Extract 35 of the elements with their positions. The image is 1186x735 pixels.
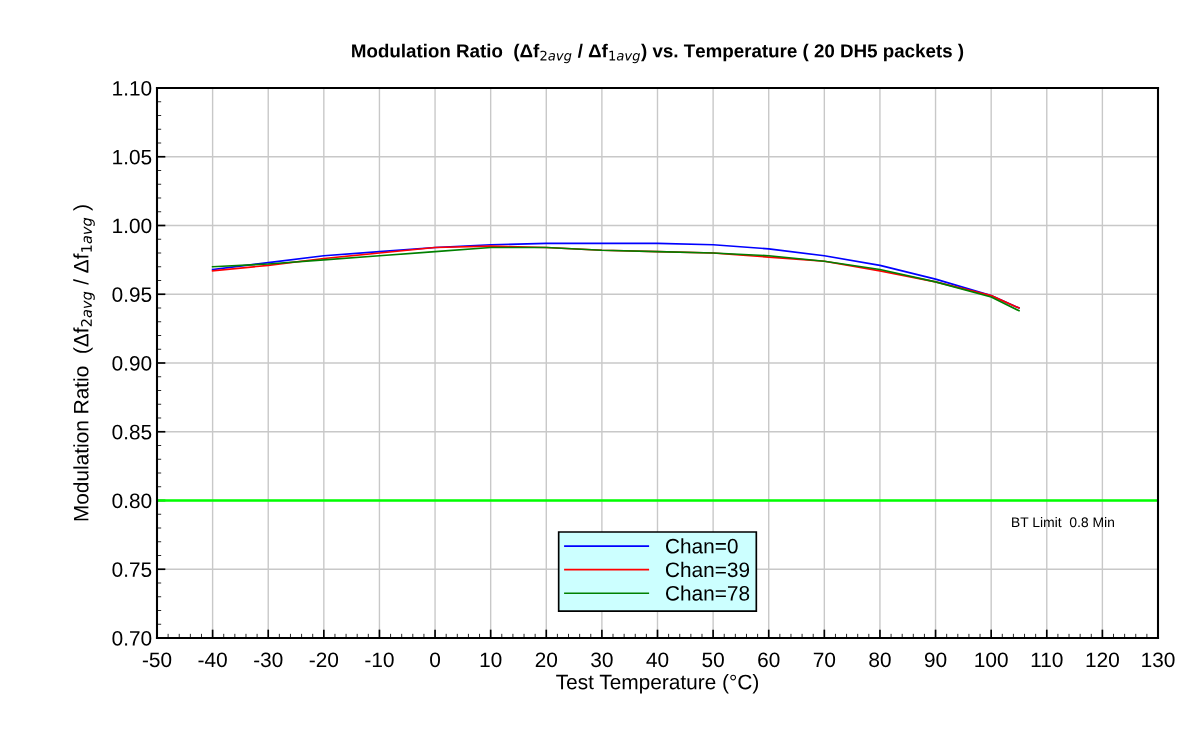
y-tick-label: 0.90 bbox=[112, 356, 152, 371]
x-tick-label: 120 bbox=[1086, 652, 1119, 668]
y-tick-label: 0.95 bbox=[112, 287, 152, 302]
x-tick-label: 70 bbox=[813, 652, 836, 668]
x-tick-label: 50 bbox=[702, 652, 724, 668]
x-tick-label: 40 bbox=[646, 652, 669, 668]
x-tick-label: 30 bbox=[591, 652, 613, 668]
y-tick-label: 0.85 bbox=[112, 424, 152, 440]
x-tick-label: -10 bbox=[365, 652, 394, 668]
legend-label: Chan=39 bbox=[665, 561, 750, 578]
x-tick-label: -50 bbox=[142, 652, 172, 668]
x-tick-label: 10 bbox=[480, 652, 502, 668]
chart-title: Modulation Ratio (Δf$_{2avg}$ / Δf$_{1avg}$) vs. Temperature ( 20 DH5 packets ) bbox=[352, 43, 964, 64]
x-tick-label: -40 bbox=[198, 652, 227, 668]
ref-line-label: BT Limit 0.8 Min bbox=[1012, 517, 1114, 528]
y-tick-label: 1.10 bbox=[113, 81, 152, 96]
y-tick-label: 1.00 bbox=[113, 218, 152, 234]
x-tick-label: 60 bbox=[758, 652, 780, 668]
x-tick-label: 90 bbox=[924, 652, 947, 668]
y-tick-label: 0.80 bbox=[112, 493, 152, 509]
y-axis-title: Modulation Ratio (Δf$_{2avg}$ / Δf$_{1avg}$ ) bbox=[73, 205, 95, 521]
x-tick-label: 80 bbox=[869, 652, 891, 668]
x-tick-label: 20 bbox=[535, 652, 558, 668]
y-tick-label: 0.70 bbox=[112, 631, 152, 646]
x-tick-label: 100 bbox=[975, 652, 1008, 668]
y-tick-label: 0.75 bbox=[112, 562, 152, 577]
x-tick-label: 130 bbox=[1142, 652, 1175, 668]
legend-label: Chan=78 bbox=[665, 585, 750, 601]
x-tick-label: -30 bbox=[254, 652, 283, 668]
y-tick-label: 1.05 bbox=[113, 149, 152, 165]
x-tick-label: -20 bbox=[309, 652, 339, 668]
x-axis-title: Test Temperature (°C) bbox=[556, 674, 759, 694]
x-tick-label: 110 bbox=[1031, 652, 1063, 668]
x-tick-label: 0 bbox=[430, 652, 441, 668]
legend-label: Chan=0 bbox=[665, 538, 738, 554]
